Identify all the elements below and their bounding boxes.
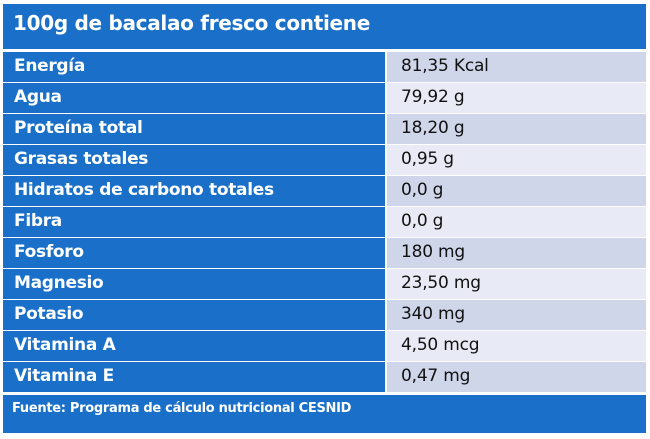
source-footer: Fuente: Programa de cálculo nutricional … <box>3 393 646 433</box>
table-row: Fosforo 180 mg <box>3 238 646 269</box>
nutrient-label: Agua <box>3 83 387 113</box>
nutrition-table: 100g de bacalao fresco contiene Energía … <box>3 4 646 433</box>
nutrient-value: 0,0 g <box>387 207 646 237</box>
table-row: Grasas totales 0,95 g <box>3 145 646 176</box>
nutrient-label: Fibra <box>3 207 387 237</box>
nutrient-value: 340 mg <box>387 300 646 330</box>
nutrient-value: 0,0 g <box>387 176 646 206</box>
nutrient-value: 180 mg <box>387 238 646 268</box>
table-row: Fibra 0,0 g <box>3 207 646 238</box>
nutrient-label: Magnesio <box>3 269 387 299</box>
table-row: Magnesio 23,50 mg <box>3 269 646 300</box>
nutrient-value: 4,50 mcg <box>387 331 646 361</box>
nutrient-value: 79,92 g <box>387 83 646 113</box>
table-row: Potasio 340 mg <box>3 300 646 331</box>
table-row: Vitamina E 0,47 mg <box>3 362 646 393</box>
nutrient-label: Vitamina A <box>3 331 387 361</box>
table-title: 100g de bacalao fresco contiene <box>3 4 646 52</box>
table-row: Vitamina A 4,50 mcg <box>3 331 646 362</box>
table-row: Proteína total 18,20 g <box>3 114 646 145</box>
nutrient-label: Fosforo <box>3 238 387 268</box>
table-row: Hidratos de carbono totales 0,0 g <box>3 176 646 207</box>
nutrient-label: Proteína total <box>3 114 387 144</box>
nutrient-label: Hidratos de carbono totales <box>3 176 387 206</box>
nutrient-value: 81,35 Kcal <box>387 52 646 82</box>
nutrient-value: 0,47 mg <box>387 362 646 392</box>
nutrient-label: Energía <box>3 52 387 82</box>
table-row: Agua 79,92 g <box>3 83 646 114</box>
nutrient-label: Grasas totales <box>3 145 387 175</box>
nutrient-value: 0,95 g <box>387 145 646 175</box>
nutrient-value: 18,20 g <box>387 114 646 144</box>
table-row: Energía 81,35 Kcal <box>3 52 646 83</box>
nutrient-label: Potasio <box>3 300 387 330</box>
nutrient-value: 23,50 mg <box>387 269 646 299</box>
nutrient-label: Vitamina E <box>3 362 387 392</box>
